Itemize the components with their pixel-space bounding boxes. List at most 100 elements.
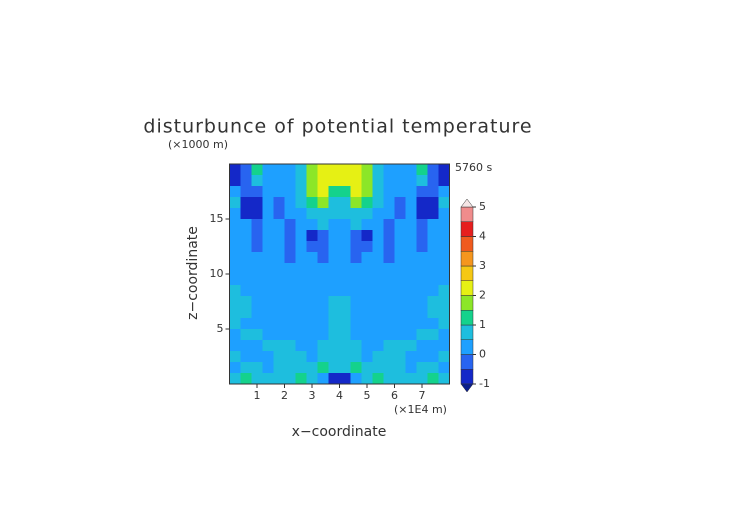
cell bbox=[262, 307, 274, 319]
cell bbox=[273, 307, 285, 319]
cell bbox=[273, 296, 285, 308]
cell bbox=[339, 241, 351, 253]
colorbar-over bbox=[460, 198, 474, 208]
cell bbox=[405, 263, 417, 275]
cell bbox=[328, 241, 340, 253]
cell bbox=[394, 208, 406, 220]
cell bbox=[306, 219, 318, 231]
cell bbox=[372, 197, 384, 209]
colorbar-tick-label: 4 bbox=[479, 230, 486, 243]
cell bbox=[262, 219, 274, 231]
cell bbox=[339, 186, 351, 198]
cell bbox=[273, 197, 285, 209]
cell bbox=[317, 329, 329, 341]
cell bbox=[438, 351, 450, 363]
cell bbox=[405, 175, 417, 187]
cell bbox=[372, 373, 384, 385]
cell bbox=[251, 340, 263, 352]
cell bbox=[416, 175, 428, 187]
cell bbox=[394, 373, 406, 385]
colorbar-segment bbox=[460, 265, 474, 281]
cell bbox=[306, 362, 318, 374]
cell bbox=[284, 263, 296, 275]
cell bbox=[328, 340, 340, 352]
cell bbox=[229, 329, 241, 341]
cell bbox=[394, 197, 406, 209]
cell bbox=[361, 186, 373, 198]
cell bbox=[273, 362, 285, 374]
cell bbox=[262, 230, 274, 242]
cell bbox=[295, 296, 307, 308]
cell bbox=[251, 285, 263, 297]
cell bbox=[251, 230, 263, 242]
cell bbox=[416, 362, 428, 374]
cell bbox=[229, 296, 241, 308]
colorbar-segment bbox=[460, 354, 474, 370]
cell bbox=[262, 285, 274, 297]
cell bbox=[251, 307, 263, 319]
cell bbox=[306, 263, 318, 275]
cell bbox=[383, 285, 395, 297]
cell bbox=[284, 296, 296, 308]
x-tick-label: 4 bbox=[336, 389, 343, 402]
cell bbox=[273, 208, 285, 220]
cell bbox=[361, 208, 373, 220]
cell bbox=[317, 351, 329, 363]
cell bbox=[383, 307, 395, 319]
cell bbox=[361, 252, 373, 264]
cell bbox=[284, 219, 296, 231]
cell bbox=[306, 230, 318, 242]
cell bbox=[361, 197, 373, 209]
cell bbox=[262, 197, 274, 209]
cell bbox=[328, 274, 340, 286]
cell bbox=[251, 197, 263, 209]
cell bbox=[383, 263, 395, 275]
cell bbox=[339, 296, 351, 308]
cell bbox=[317, 164, 329, 176]
cell bbox=[416, 340, 428, 352]
cell bbox=[394, 362, 406, 374]
colorbar-tick-label: 2 bbox=[479, 289, 486, 302]
cell bbox=[405, 340, 417, 352]
cell bbox=[284, 241, 296, 253]
cell bbox=[405, 274, 417, 286]
cell bbox=[427, 197, 439, 209]
cell bbox=[317, 340, 329, 352]
cell bbox=[284, 252, 296, 264]
cell bbox=[405, 351, 417, 363]
cell bbox=[427, 175, 439, 187]
cell bbox=[427, 329, 439, 341]
cell bbox=[350, 285, 362, 297]
cell bbox=[361, 318, 373, 330]
cell bbox=[306, 186, 318, 198]
cell bbox=[229, 197, 241, 209]
cell bbox=[427, 186, 439, 198]
cell bbox=[229, 241, 241, 253]
cell bbox=[427, 296, 439, 308]
cell bbox=[317, 296, 329, 308]
cell bbox=[240, 164, 252, 176]
cell bbox=[273, 329, 285, 341]
cell bbox=[372, 318, 384, 330]
cell bbox=[372, 263, 384, 275]
cell bbox=[295, 241, 307, 253]
y-tick-label: 5 bbox=[217, 322, 224, 335]
cell bbox=[339, 263, 351, 275]
x-tick-label: 3 bbox=[309, 389, 316, 402]
cell bbox=[405, 362, 417, 374]
cell bbox=[295, 351, 307, 363]
cell bbox=[339, 208, 351, 220]
cell bbox=[273, 252, 285, 264]
cell bbox=[438, 186, 450, 198]
cell bbox=[317, 318, 329, 330]
cell bbox=[273, 340, 285, 352]
cell bbox=[317, 263, 329, 275]
cell bbox=[416, 307, 428, 319]
cell bbox=[229, 373, 241, 385]
cell bbox=[372, 307, 384, 319]
cell bbox=[394, 263, 406, 275]
cell bbox=[251, 362, 263, 374]
cell bbox=[240, 296, 252, 308]
x-tick-label: 7 bbox=[419, 389, 426, 402]
